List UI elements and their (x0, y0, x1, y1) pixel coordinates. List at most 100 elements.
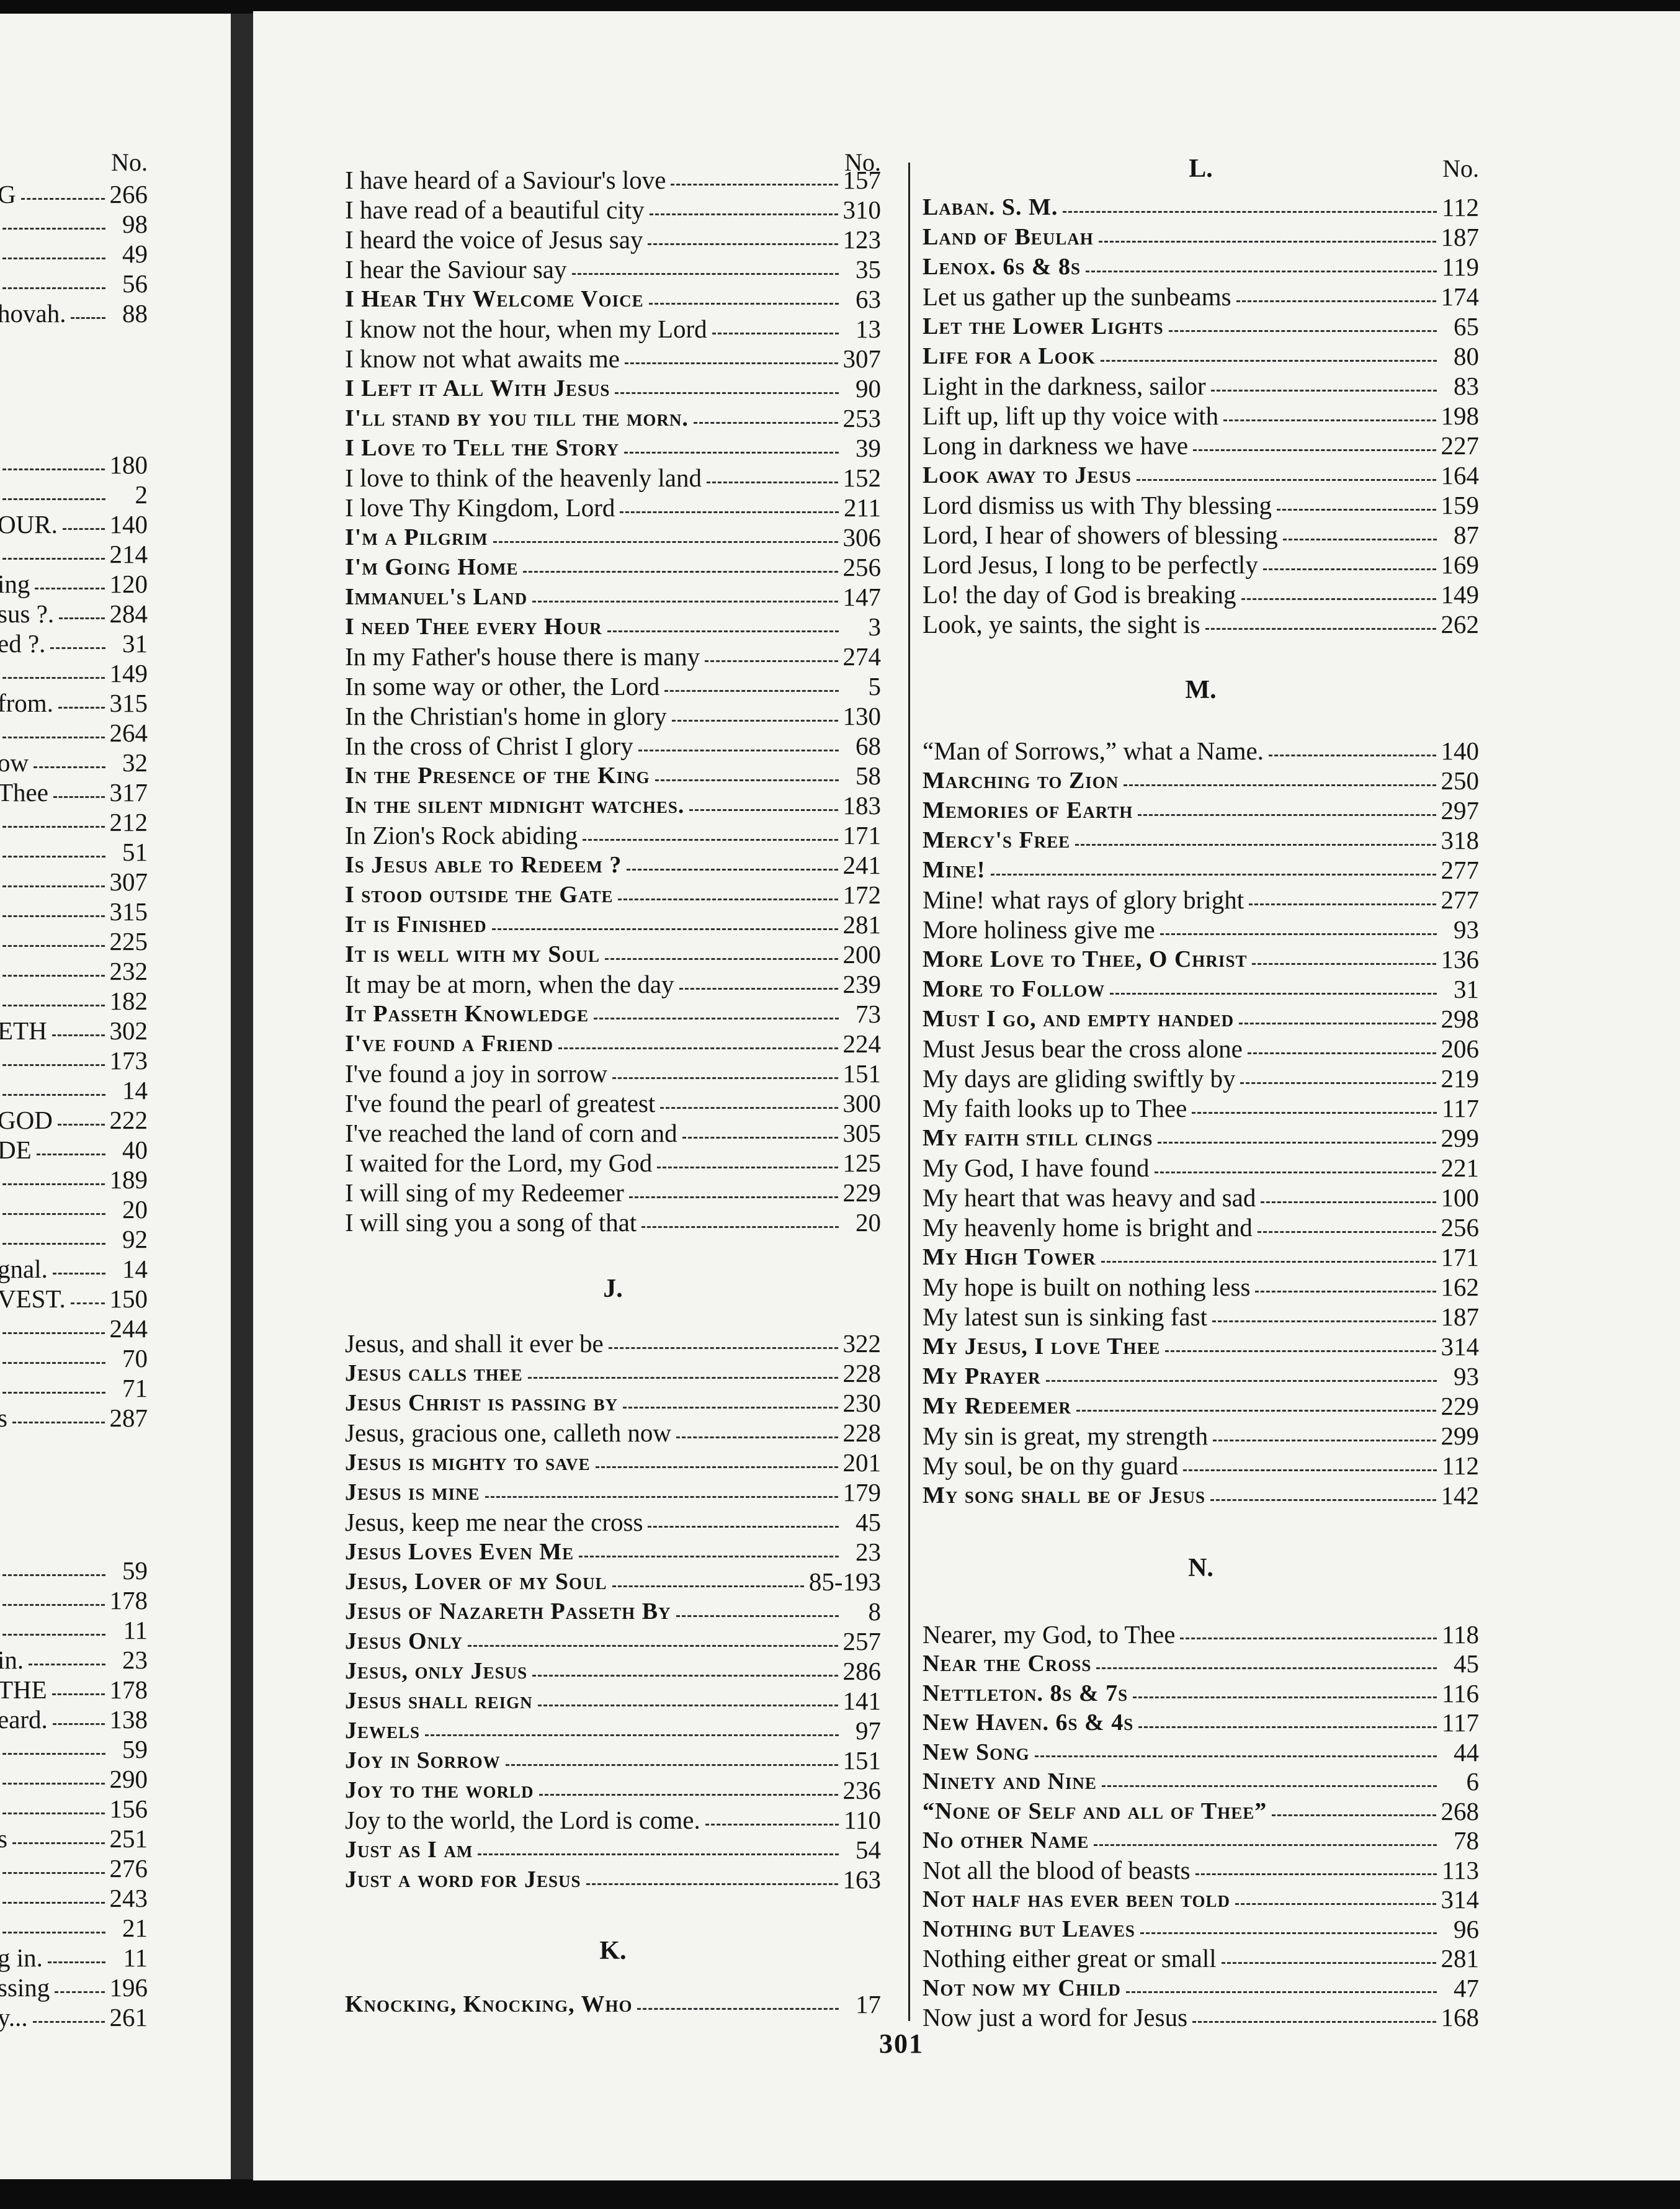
hymn-title: Just a word for Jesus (345, 1866, 581, 1893)
dot-leader (1272, 1814, 1436, 1817)
hymn-title: s (0, 1404, 7, 1432)
index-entry: New Song 44 (923, 1737, 1479, 1767)
hymn-title: Long in darkness we have (923, 431, 1189, 460)
dot-leader (1125, 1991, 1437, 1994)
dot-leader (705, 1823, 839, 1826)
hymn-title: ed ?. (0, 629, 46, 658)
index-entry: s 287 (0, 1403, 148, 1433)
dot-leader (52, 1723, 105, 1725)
index-entry: It is Finished 281 (345, 910, 881, 939)
hymn-number: 98 (122, 210, 148, 238)
dot-leader (1094, 1844, 1437, 1846)
hymn-title: My sin is great, my strength (923, 1422, 1209, 1450)
dot-leader (607, 630, 839, 632)
hymn-number: 276 (109, 1854, 148, 1883)
dot-leader (2, 676, 105, 679)
index-entry: gnal. 14 (0, 1254, 148, 1284)
dot-leader (485, 1495, 838, 1498)
index-entry: sus ?. 284 (0, 599, 148, 629)
index-entry: Marching to Zion 250 (923, 766, 1479, 795)
dot-leader (51, 1034, 105, 1036)
hymn-number: 228 (842, 1418, 882, 1447)
hymn-number: 297 (1441, 796, 1480, 825)
index-entry: ETH 302 (0, 1016, 148, 1046)
dot-leader (1236, 300, 1436, 302)
hymn-number: 39 (856, 434, 881, 462)
dot-leader (583, 838, 838, 841)
hymn-title: Joy to the world, the Lord is come. (345, 1806, 700, 1834)
hymn-title: Lift up, lift up thy voice with (923, 401, 1219, 430)
index-entry: g in. 11 (0, 1943, 148, 1973)
index-entry: Nothing either great or small 281 (923, 1944, 1479, 1974)
dot-leader (2, 1212, 105, 1215)
hymn-title: Jesus Only (345, 1628, 463, 1654)
index-entry: In the Christian's home in glory 130 (345, 701, 881, 731)
index-entry: I Left it All With Jesus 90 (345, 374, 881, 403)
hymn-title: In the Presence of the King (345, 763, 650, 789)
dot-leader (641, 1225, 839, 1228)
section-letter: J. (603, 1275, 623, 1303)
dot-leader (676, 1436, 838, 1438)
hymn-title: “None of Self and all of Thee” (923, 1798, 1267, 1824)
hymn-number: 92 (122, 1225, 148, 1253)
hymn-number: 253 (842, 404, 882, 432)
dot-leader (2, 1901, 105, 1904)
hymn-number: 305 (842, 1119, 882, 1147)
dot-leader (1212, 1320, 1436, 1322)
hymn-title: Let the Lower Lights (923, 313, 1164, 339)
dot-leader (2, 974, 105, 977)
index-entry: 20 (0, 1194, 148, 1224)
hymn-title: Jesus is mighty to save (345, 1450, 591, 1476)
hymn-title: I'll stand by you till the morn. (345, 405, 689, 431)
index-entry: 189 (0, 1165, 148, 1194)
hymn-number: 125 (842, 1149, 882, 1177)
index-entry: Nettleton. 8s & 7s 116 (923, 1678, 1479, 1708)
dot-leader (1193, 449, 1436, 451)
index-entry: My God, I have found 221 (923, 1153, 1479, 1183)
dot-leader (12, 1421, 105, 1423)
dot-leader (1154, 1171, 1436, 1173)
index-entry: No other Name 78 (923, 1826, 1479, 1856)
hymn-number: 117 (1442, 1708, 1479, 1737)
dot-leader (671, 183, 838, 186)
dot-leader (608, 1346, 838, 1349)
hymn-number: 178 (109, 1675, 148, 1704)
hymn-number: 229 (1441, 1392, 1480, 1420)
index-entry: It Passeth Knowledge 73 (345, 999, 881, 1029)
dot-leader (2, 825, 105, 828)
hymn-title: Jesus, and shall it ever be (345, 1329, 604, 1358)
dot-leader (1063, 210, 1437, 213)
index-entry: VEST. 150 (0, 1284, 148, 1314)
hymn-number: 14 (122, 1255, 148, 1283)
index-entry: 59 (0, 1556, 148, 1585)
hymn-title: s (0, 1824, 7, 1853)
dot-leader (2, 287, 105, 289)
hymn-title: DE (0, 1136, 32, 1164)
hymn-title: I have heard of a Saviour's love (345, 166, 666, 194)
dot-leader (1249, 903, 1436, 905)
dot-leader (586, 1883, 838, 1885)
hymn-title: Nettleton. 8s & 7s (923, 1680, 1128, 1706)
dot-leader (537, 1704, 838, 1706)
index-entry: hovah. 88 (0, 298, 148, 328)
hymn-number: 307 (842, 344, 882, 373)
hymn-title: Not half has ever been told (923, 1886, 1231, 1913)
index-entry: Just as I am 54 (345, 1835, 881, 1865)
hymn-title: Must Jesus bear the cross alone (923, 1034, 1243, 1063)
hymn-title: My song shall be of Jesus (923, 1482, 1205, 1508)
hymn-title: My heart that was heavy and sad (923, 1183, 1256, 1212)
hymn-title: Light in the darkness, sailor (923, 372, 1206, 400)
hymn-number: 241 (842, 851, 882, 879)
index-entry: My latest sun is sinking fast 187 (923, 1302, 1479, 1332)
dot-leader (62, 527, 105, 530)
hymn-number: 164 (1441, 461, 1480, 490)
hymn-number: 88 (122, 299, 148, 328)
index-entry: Just a word for Jesus 163 (345, 1865, 881, 1894)
index-entry: 232 (0, 956, 148, 986)
dot-leader (649, 213, 838, 215)
dot-leader (2, 1812, 105, 1814)
index-entry: 225 (0, 926, 148, 956)
dot-leader (52, 1272, 105, 1275)
index-entry: Lord, I hear of showers of blessing 87 (923, 520, 1479, 550)
